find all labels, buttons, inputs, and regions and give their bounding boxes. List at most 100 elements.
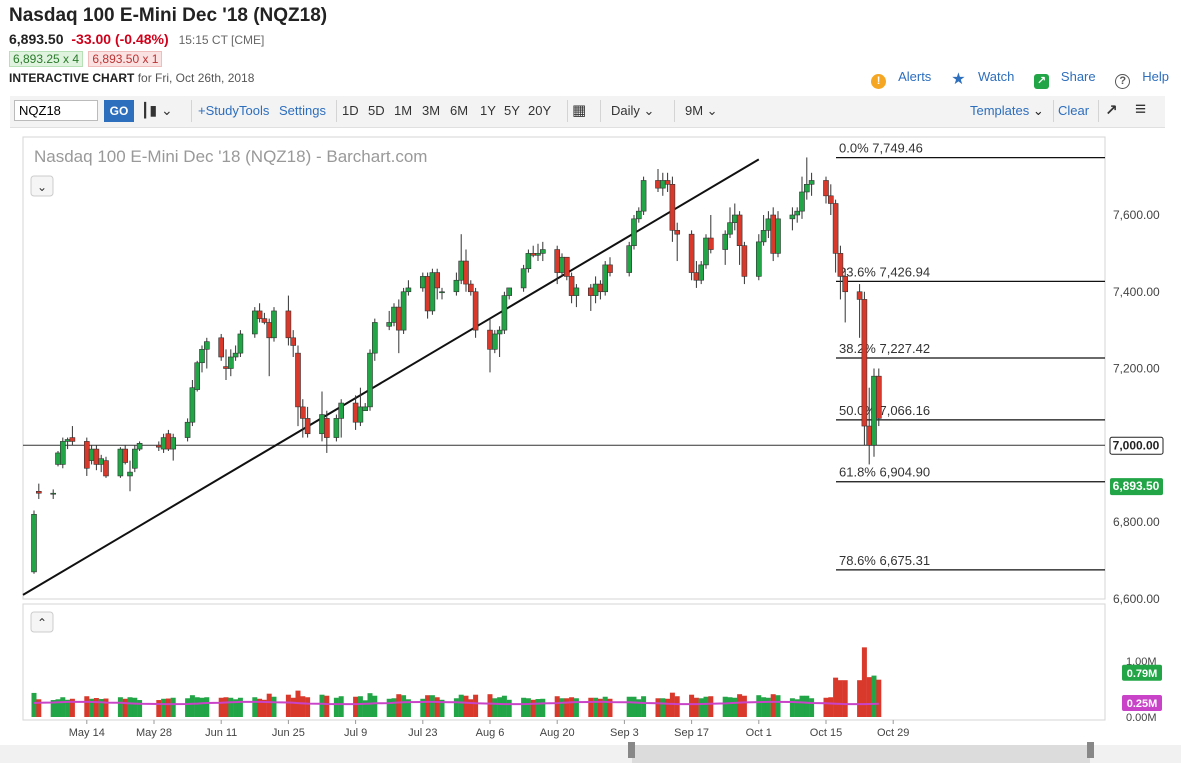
chevron-down-icon: ⌄ xyxy=(37,180,47,194)
volume-bar xyxy=(429,695,435,717)
interactive-chart-title: INTERACTIVE CHART for Fri, Oct 26th, 201… xyxy=(9,71,254,85)
volume-bar xyxy=(861,647,867,717)
candle-body xyxy=(655,180,661,189)
candle-body xyxy=(803,184,810,193)
range-5d[interactable]: 5D xyxy=(368,103,385,118)
candle-body xyxy=(357,406,364,423)
candle-body xyxy=(170,437,176,450)
volume-bar xyxy=(554,696,560,717)
fib-label: 38.2% 7,227.42 xyxy=(839,341,930,356)
volume-bar xyxy=(319,694,325,717)
volume-bar xyxy=(170,697,176,717)
symbol-input[interactable] xyxy=(14,100,98,121)
templates-button[interactable]: Templates ⌄ xyxy=(970,103,1044,118)
volume-bar xyxy=(425,695,431,717)
volume-bar xyxy=(607,698,613,717)
candle-body xyxy=(93,448,100,465)
volume-bar xyxy=(228,697,234,717)
scrollbar-left-handle[interactable] xyxy=(628,742,635,758)
candle-body xyxy=(597,283,604,293)
volume-bar xyxy=(593,697,599,717)
volume-bar xyxy=(165,698,171,717)
volume-last-badge xyxy=(1122,664,1162,681)
candle-body xyxy=(439,291,445,294)
volume-bar xyxy=(530,699,536,717)
candle-body xyxy=(722,233,729,250)
volume-bar xyxy=(69,698,75,717)
watch-link[interactable]: ★ Watch xyxy=(951,69,1015,88)
volume-bar xyxy=(631,696,637,717)
candle-body xyxy=(837,253,844,277)
volume-bar xyxy=(357,696,363,717)
study-button[interactable]: +Study xyxy=(198,103,239,118)
settings-button[interactable]: Settings xyxy=(279,103,326,118)
x-tick-label: May 14 xyxy=(69,727,105,739)
interval-select[interactable]: Daily ⌄ xyxy=(611,103,655,118)
candle-body xyxy=(50,492,57,495)
volume-bar xyxy=(98,699,104,717)
chevron-up-icon: ⌃ xyxy=(37,616,47,630)
help-link[interactable]: ? Help xyxy=(1107,69,1169,89)
candle-body xyxy=(117,448,124,477)
share-link[interactable]: ↗ Share xyxy=(1026,69,1096,89)
divider xyxy=(1053,100,1054,122)
volume-bar xyxy=(698,698,704,717)
candle-body xyxy=(539,249,546,254)
range-1y[interactable]: 1Y xyxy=(480,103,496,118)
fib-label: 50.0% 7,066.16 xyxy=(839,403,930,418)
y-tick-label: 7,400.00 xyxy=(1113,285,1160,299)
volume-bar xyxy=(237,697,243,717)
quote-time: 15:15 CT [CME] xyxy=(178,33,265,47)
candle-body xyxy=(160,437,167,450)
volume-bar xyxy=(161,698,167,717)
volume-bar xyxy=(693,697,699,717)
candle-body xyxy=(285,310,292,339)
divider xyxy=(600,100,601,122)
volume-bar xyxy=(439,699,445,717)
candle-body xyxy=(631,218,637,246)
divider xyxy=(674,100,675,122)
collapse-button[interactable] xyxy=(30,175,54,197)
alerts-link[interactable]: ! Alerts xyxy=(863,69,931,89)
candle-body xyxy=(789,214,796,220)
volume-bar xyxy=(521,697,527,717)
calendar-icon[interactable]: ▦ xyxy=(572,102,587,119)
volume-bar xyxy=(458,694,464,717)
go-button[interactable]: GO xyxy=(104,100,134,122)
scrollbar-right-handle[interactable] xyxy=(1087,742,1094,758)
candle-body xyxy=(400,291,407,331)
candle-body xyxy=(218,337,224,358)
expand-volume-button[interactable] xyxy=(30,611,54,633)
range-20y[interactable]: 20Y xyxy=(528,103,552,118)
volume-bar xyxy=(569,697,575,717)
candle-body xyxy=(184,421,191,438)
volume-bar xyxy=(65,699,71,717)
range-1m[interactable]: 1M xyxy=(394,103,413,118)
quote-line: 6,893.50 -33.00 (-0.48%) 15:15 CT [CME] xyxy=(9,31,264,47)
scrollbar-thumb[interactable] xyxy=(632,745,1090,763)
volume-ma-badge xyxy=(1122,695,1162,711)
range-1d[interactable]: 1D xyxy=(342,103,359,118)
period-select[interactable]: 9M ⌄ xyxy=(685,103,718,118)
y-tick-label: 7,200.00 xyxy=(1113,362,1160,376)
candle-body xyxy=(491,333,498,350)
candle-body xyxy=(856,291,863,300)
candle-body xyxy=(84,441,90,469)
volume-bar xyxy=(660,698,666,717)
chart-type-icon[interactable]: ┃▮ ⌄ xyxy=(141,102,173,118)
candle-body xyxy=(458,260,465,281)
clear-button[interactable]: Clear xyxy=(1058,103,1090,118)
volume-bar xyxy=(809,698,815,717)
menu-icon[interactable]: ≡ xyxy=(1135,99,1147,120)
draw-arrow-icon[interactable]: ↗ xyxy=(1105,102,1118,119)
tools-button[interactable]: Tools xyxy=(239,103,270,118)
volume-bar xyxy=(674,696,680,717)
price-change: -33.00 (-0.48%) xyxy=(71,31,169,47)
volume-bar xyxy=(271,696,277,717)
range-3m[interactable]: 3M xyxy=(422,103,441,118)
range-6m[interactable]: 6M xyxy=(450,103,469,118)
volume-bar xyxy=(285,694,291,717)
candle-body xyxy=(55,452,61,465)
range-5y[interactable]: 5Y xyxy=(504,103,520,118)
